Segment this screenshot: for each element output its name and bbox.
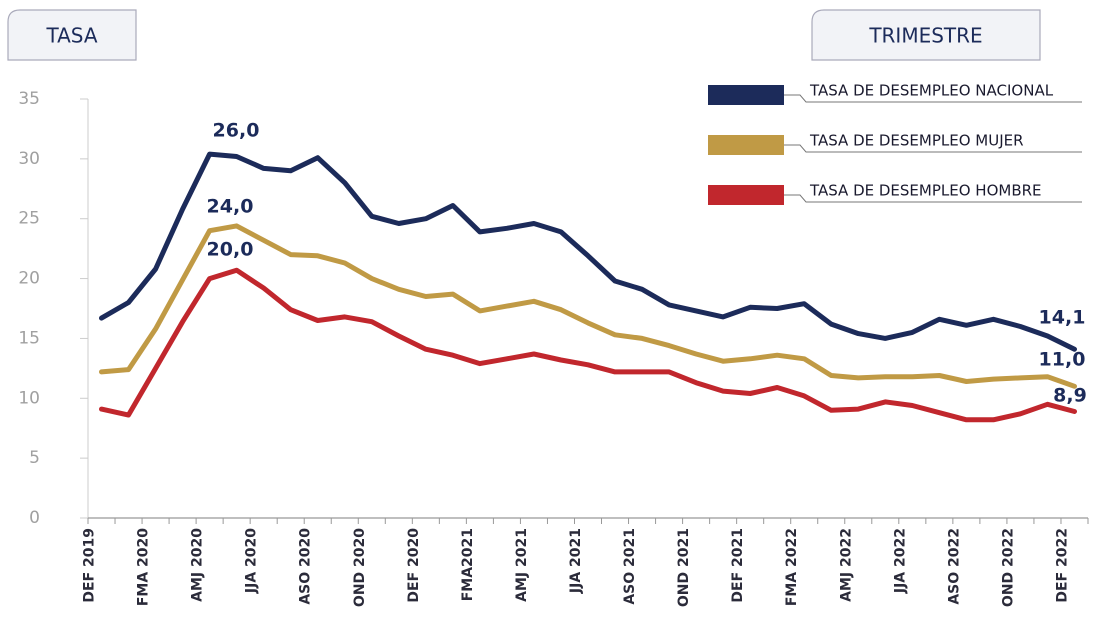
x-axis-label: TRIMESTRE: [868, 24, 982, 48]
y-tick-label: 10: [18, 388, 40, 408]
x-tick-label: AMJ 2021: [514, 528, 530, 602]
x-tick-label: OND 2020: [352, 528, 368, 607]
legend-leader: [784, 194, 1082, 203]
y-tick-label: 30: [18, 149, 40, 169]
series-line: [99, 151, 1077, 352]
legend-leader: [784, 94, 1082, 103]
legend-label: TASA DE DESEMPLEO MUJER: [809, 132, 1024, 150]
y-tick-label: 35: [18, 89, 40, 109]
x-tick-label: DEF 2020: [406, 528, 422, 603]
y-tick-label: 15: [18, 328, 40, 348]
x-tick-label: OND 2022: [1000, 528, 1016, 607]
legend-swatch: [708, 85, 784, 105]
x-tick-label: FMA 2022: [784, 528, 800, 606]
y-axis-label: TASA: [45, 24, 97, 48]
legend-label: TASA DE DESEMPLEO HOMBRE: [809, 182, 1042, 200]
x-tick-label: DEF 2019: [82, 528, 98, 603]
annotation: 20,0: [207, 239, 254, 261]
y-label-box: [7, 9, 137, 61]
annotation: 8,9: [1053, 385, 1087, 407]
y-tick-label: 20: [18, 269, 40, 289]
legend-leader: [784, 144, 1082, 153]
x-tick-label: JJA 2020: [244, 528, 260, 594]
x-tick-label: FMA 2020: [136, 528, 152, 606]
x-tick-label: JJA 2021: [568, 528, 584, 594]
x-tick-label: OND 2021: [676, 528, 692, 607]
x-tick-label: AMJ 2022: [838, 528, 854, 602]
annotation: 11,0: [1039, 349, 1086, 371]
legend-swatch: [708, 135, 784, 155]
x-label-box: [811, 9, 1041, 61]
y-tick-label: 5: [29, 448, 40, 468]
x-tick-label: ASO 2022: [946, 528, 962, 605]
x-tick-label: JJA 2022: [892, 528, 908, 594]
y-tick-label: 0: [29, 508, 40, 528]
annotation: 26,0: [213, 120, 260, 142]
annotation: 14,1: [1039, 307, 1086, 329]
series-line: [99, 267, 1077, 423]
x-tick-label: ASO 2021: [622, 528, 638, 605]
annotation: 24,0: [207, 196, 254, 218]
series-line: [99, 223, 1077, 389]
legend-swatch: [708, 185, 784, 205]
x-tick-label: DEF 2022: [1054, 528, 1070, 603]
x-tick-label: FMA2021: [460, 528, 476, 601]
x-tick-label: ASO 2020: [298, 528, 314, 605]
y-tick-label: 25: [18, 209, 40, 229]
x-tick-label: AMJ 2020: [190, 528, 206, 602]
legend-label: TASA DE DESEMPLEO NACIONAL: [809, 82, 1054, 100]
x-tick-label: DEF 2021: [730, 528, 746, 603]
